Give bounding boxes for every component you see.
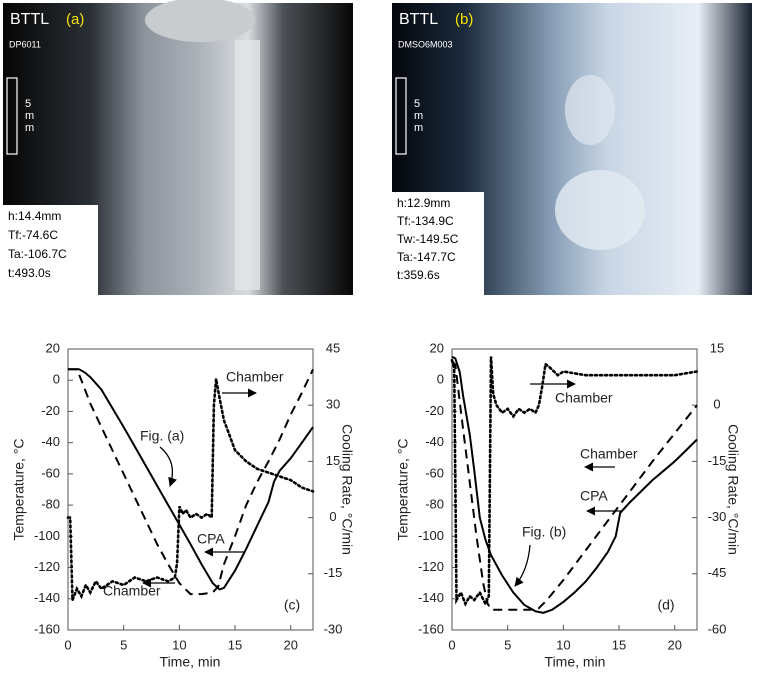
y-tick-label: 0	[53, 372, 60, 387]
annotation-arrow	[514, 544, 531, 587]
plot-frame	[67, 348, 314, 631]
y-tick-label: -60	[41, 465, 60, 480]
series-label: Chamber	[103, 583, 161, 599]
y-tick-label: -120	[418, 559, 444, 574]
annotation: Fig. (a)	[140, 428, 184, 444]
photo-sample: DP6011	[9, 39, 41, 49]
scale-bar	[6, 77, 18, 155]
y-tick-label: -100	[418, 528, 444, 543]
scale-label: m	[25, 110, 34, 122]
scale-bar	[395, 77, 407, 155]
photo-brand: BTTL	[399, 11, 438, 28]
x-tick-label: 10	[172, 637, 186, 652]
readout: t:359.6s	[397, 268, 440, 282]
photo-label: (b)	[455, 11, 473, 28]
y2-tick-label: 45	[326, 340, 340, 355]
y-tick-label: -20	[41, 403, 60, 418]
scale-label: m	[414, 110, 423, 122]
readout: h:14.4mm	[8, 209, 61, 223]
readout: h:12.9mm	[397, 196, 450, 210]
x-tick-label: 15	[612, 637, 626, 652]
annotation-arrow	[159, 446, 177, 487]
y2-tick-label: 15	[326, 453, 340, 468]
readout: Tf:-134.9C	[397, 214, 454, 228]
y2-tick-label: -60	[708, 621, 727, 636]
scale-label: m	[25, 122, 34, 134]
series-line	[451, 360, 698, 611]
x-tick-label: 0	[448, 637, 455, 652]
panel-label: (c)	[284, 597, 300, 613]
scale-label: m	[414, 122, 423, 134]
x-axis-label: Time, min	[160, 654, 221, 670]
y-tick-label: -40	[41, 434, 60, 449]
y2-tick-label: 30	[326, 397, 340, 412]
y-tick-label: -80	[425, 497, 444, 512]
series-line	[450, 356, 699, 607]
photo-detail	[555, 170, 645, 250]
x-tick-label: 15	[228, 637, 242, 652]
photo-brand: BTTL	[10, 11, 49, 28]
y-tick-label: 0	[437, 372, 444, 387]
y2-tick-label: 15	[710, 340, 724, 355]
y-tick-label: -140	[418, 590, 444, 605]
series-label: CPA	[580, 488, 608, 504]
series-line	[66, 378, 315, 601]
panel-label: (d)	[657, 597, 674, 613]
photo-detail	[235, 40, 260, 290]
annotation: Fig. (b)	[522, 524, 566, 540]
series-line	[68, 368, 314, 591]
y2-tick-label: -15	[324, 565, 343, 580]
series-line	[451, 355, 698, 614]
y2-tick-label: -30	[324, 621, 343, 636]
series-line	[68, 368, 314, 596]
y-tick-label: -160	[418, 621, 444, 636]
series-label: CPA	[197, 531, 225, 547]
readout: Ta:-106.7C	[8, 247, 67, 261]
y-axis-label: Temperature, °C	[11, 438, 27, 540]
x-tick-label: 5	[504, 637, 511, 652]
scale-label: 5	[414, 98, 420, 110]
readout-box	[392, 192, 484, 295]
readout-box	[3, 205, 98, 295]
series-label: Chamber	[580, 446, 638, 462]
y2-tick-label: 0	[329, 509, 336, 524]
y-tick-label: -80	[41, 497, 60, 512]
y-tick-label: 20	[46, 340, 60, 355]
readout: t:493.0s	[8, 266, 51, 280]
x-tick-label: 0	[64, 637, 71, 652]
x-tick-label: 10	[556, 637, 570, 652]
x-tick-label: 20	[667, 637, 681, 652]
readout: Ta:-147.7C	[397, 250, 456, 264]
y-tick-label: -120	[34, 559, 60, 574]
y-tick-label: 20	[430, 340, 444, 355]
readout: Tf:-74.6C	[8, 228, 58, 242]
y-tick-label: -40	[425, 434, 444, 449]
scale-label: 5	[25, 98, 31, 110]
series-label: Chamber	[226, 369, 284, 385]
y2-tick-label: -30	[708, 509, 727, 524]
y-tick-label: -100	[34, 528, 60, 543]
y2-axis-label: Cooling Rate, °C/min	[725, 424, 741, 555]
y2-tick-label: 0	[713, 397, 720, 412]
y-tick-label: -140	[34, 590, 60, 605]
y-axis-label: Temperature, °C	[395, 438, 411, 540]
readout: Tw:-149.5C	[397, 232, 459, 246]
photo-label: (a)	[66, 11, 84, 28]
photo-detail	[565, 75, 615, 145]
photo-detail	[145, 0, 255, 42]
photo-sample: DMSO6M003	[398, 39, 453, 49]
x-axis-label: Time, min	[545, 654, 606, 670]
y-tick-label: -20	[425, 403, 444, 418]
y-tick-label: -60	[425, 465, 444, 480]
series-label: Chamber	[555, 390, 613, 406]
y-tick-label: -160	[34, 621, 60, 636]
x-tick-label: 20	[283, 637, 297, 652]
x-tick-label: 5	[120, 637, 127, 652]
plot-frame	[451, 348, 698, 631]
y2-tick-label: -15	[708, 453, 727, 468]
y2-axis-label: Cooling Rate, °C/min	[339, 424, 355, 555]
y2-tick-label: -45	[708, 565, 727, 580]
